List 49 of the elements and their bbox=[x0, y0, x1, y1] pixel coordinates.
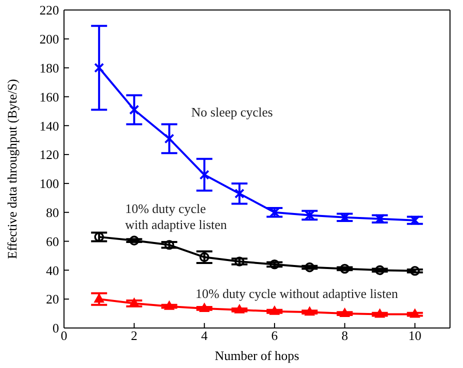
y-tick-label: 100 bbox=[40, 176, 59, 192]
x-axis-title: Number of hops bbox=[214, 348, 300, 363]
y-tick-label: 40 bbox=[46, 262, 59, 278]
point bbox=[234, 304, 244, 314]
point bbox=[304, 262, 315, 272]
point bbox=[164, 300, 174, 310]
y-tick-label: 80 bbox=[46, 204, 59, 220]
x-tick-label: 10 bbox=[408, 328, 422, 344]
y-tick-label: 140 bbox=[40, 118, 59, 134]
series-label: No sleep cycles bbox=[191, 104, 273, 120]
y-tick-label: 220 bbox=[40, 2, 59, 18]
point bbox=[129, 298, 140, 307]
series-label: 10% duty cycle with adaptive listen bbox=[125, 200, 228, 232]
point bbox=[129, 104, 140, 115]
point bbox=[164, 240, 174, 250]
point bbox=[199, 170, 210, 180]
point bbox=[94, 232, 104, 242]
x-tick-label: 2 bbox=[130, 328, 138, 344]
point bbox=[129, 236, 140, 246]
x-tick-label: 6 bbox=[271, 328, 278, 344]
point bbox=[304, 210, 315, 220]
point bbox=[340, 264, 350, 274]
point bbox=[94, 294, 104, 303]
point bbox=[374, 214, 385, 224]
point bbox=[410, 308, 420, 318]
point bbox=[304, 306, 315, 316]
y-tick-label: 20 bbox=[46, 292, 59, 307]
y-tick-label: 180 bbox=[40, 60, 59, 76]
y-axis-title: Effective data throughput (Byte/S) bbox=[4, 79, 20, 259]
point bbox=[199, 252, 210, 262]
y-tick-label: 120 bbox=[40, 147, 59, 162]
y-tick-label: 200 bbox=[40, 32, 59, 47]
point bbox=[234, 188, 244, 199]
point bbox=[410, 266, 420, 276]
point bbox=[270, 260, 280, 270]
point bbox=[270, 306, 280, 315]
point bbox=[94, 62, 104, 73]
point bbox=[340, 308, 350, 318]
point bbox=[340, 212, 350, 222]
point bbox=[374, 308, 385, 318]
y-tick-label: 60 bbox=[46, 234, 59, 249]
point bbox=[199, 302, 210, 312]
series-label: 10% duty cycle without adaptive listen bbox=[195, 286, 398, 301]
x-tick-label: 4 bbox=[201, 328, 208, 344]
point bbox=[164, 134, 174, 144]
x-tick-label: 8 bbox=[341, 328, 348, 344]
point bbox=[234, 256, 244, 266]
y-tick-label: 160 bbox=[40, 89, 59, 104]
point bbox=[374, 265, 385, 276]
